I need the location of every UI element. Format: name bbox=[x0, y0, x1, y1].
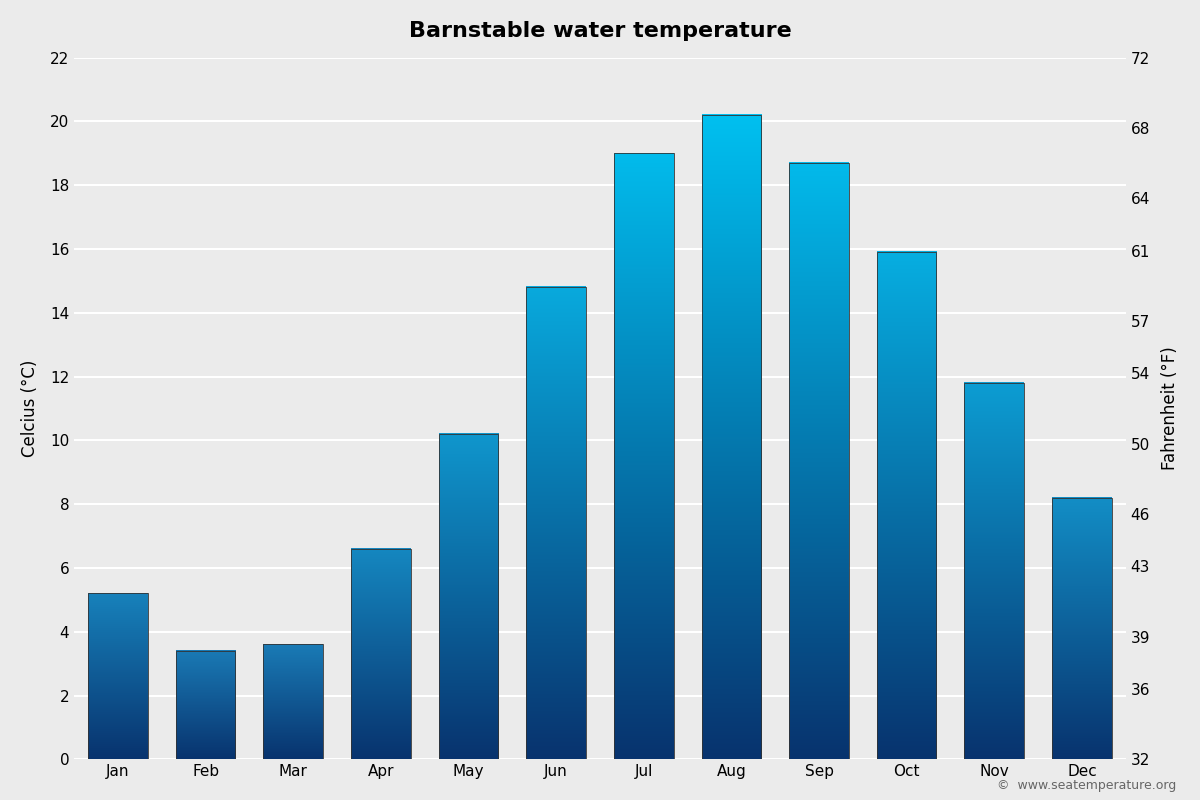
Bar bbox=[176, 651, 235, 759]
Bar bbox=[527, 287, 586, 759]
Text: ©  www.seatemperature.org: © www.seatemperature.org bbox=[997, 779, 1176, 792]
Bar bbox=[702, 115, 761, 759]
Bar bbox=[89, 594, 148, 759]
Bar bbox=[439, 434, 498, 759]
Bar bbox=[877, 252, 936, 759]
Y-axis label: Celcius (°C): Celcius (°C) bbox=[20, 360, 38, 457]
Bar bbox=[614, 154, 673, 759]
Bar bbox=[965, 383, 1024, 759]
Title: Barnstable water temperature: Barnstable water temperature bbox=[408, 21, 791, 41]
Y-axis label: Fahrenheit (°F): Fahrenheit (°F) bbox=[1162, 346, 1180, 470]
Bar bbox=[352, 549, 410, 759]
Bar bbox=[264, 645, 323, 759]
Bar bbox=[790, 163, 848, 759]
Bar bbox=[1052, 498, 1111, 759]
